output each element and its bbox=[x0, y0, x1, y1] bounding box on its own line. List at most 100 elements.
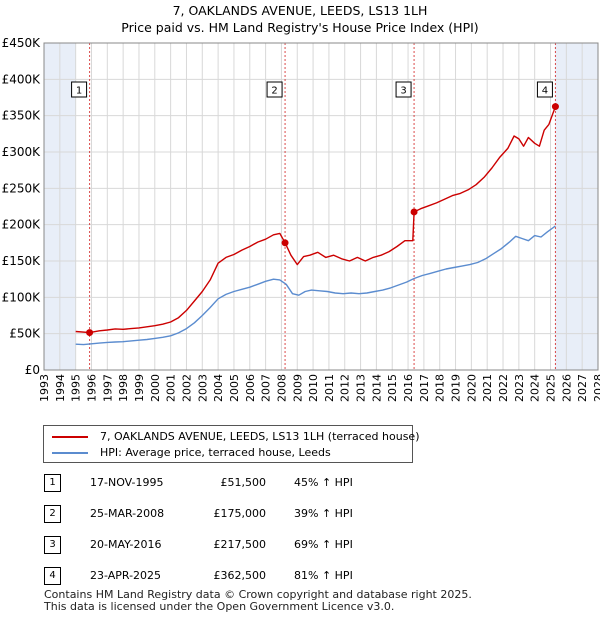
y-axis-tick-labels: £0 £50K £100K £150K £200K £250K £300K £350K £400… bbox=[2, 36, 42, 377]
x-axis-tick-labels: 1993 1994 1995 1996 1997 1998 1999 2000 2001 2002… bbox=[38, 374, 600, 402]
x-tick-label: 1994 bbox=[54, 374, 67, 402]
sale-number-badge: 4 bbox=[44, 567, 61, 585]
sale-point bbox=[551, 103, 559, 111]
legend-label-hpi: HPI: Average price, terraced house, Leed… bbox=[100, 446, 331, 459]
x-tick-label: 2028 bbox=[592, 374, 600, 402]
x-tick-label: 2005 bbox=[228, 374, 241, 402]
sale-date: 20-MAY-2016 bbox=[90, 538, 162, 551]
x-tick-label: 1995 bbox=[70, 374, 83, 402]
x-tick-label: 1993 bbox=[38, 374, 51, 402]
sale-price: £51,500 bbox=[220, 476, 267, 489]
x-tick-label: 2017 bbox=[418, 374, 431, 402]
footer-attribution: Contains HM Land Registry data © Crown c… bbox=[44, 589, 472, 613]
sale-hpi-change: 39% ↑ HPI bbox=[294, 507, 353, 520]
x-tick-label: 2004 bbox=[212, 374, 225, 402]
sale-label-text: 1 bbox=[76, 86, 82, 97]
x-tick-label: 2001 bbox=[165, 374, 178, 402]
grid-lines bbox=[43, 42, 599, 371]
x-tick-label: 2020 bbox=[465, 374, 478, 402]
sale-price: £362,500 bbox=[213, 569, 267, 582]
legend-swatch-hpi bbox=[52, 452, 88, 454]
x-tick-label: 2027 bbox=[576, 374, 589, 402]
table-row: 3 20-MAY-2016 £217,500 69% ↑ HPI bbox=[44, 536, 424, 554]
series-line-property bbox=[75, 106, 557, 334]
x-tick-label: 2008 bbox=[275, 374, 288, 402]
sale-label-text: 2 bbox=[271, 86, 277, 97]
x-tick-label: 2013 bbox=[355, 374, 368, 402]
sale-label-text: 3 bbox=[400, 86, 406, 97]
sale-hpi-change: 81% ↑ HPI bbox=[294, 569, 353, 582]
axes bbox=[43, 42, 599, 371]
x-tick-label: 2014 bbox=[370, 374, 383, 402]
x-tick-label: 2015 bbox=[386, 374, 399, 402]
legend-swatch-property bbox=[52, 436, 88, 438]
y-tick-label: £450K bbox=[2, 36, 42, 50]
footer-licence: This data is licensed under the Open Gov… bbox=[44, 600, 395, 613]
x-tick-label: 2010 bbox=[307, 374, 320, 402]
x-tick-label: 2006 bbox=[244, 374, 257, 402]
series-line-hpi bbox=[75, 225, 556, 346]
x-tick-label: 2011 bbox=[323, 374, 336, 402]
chart-title: 7, OAKLANDS AVENUE, LEEDS, LS13 1LH Pric… bbox=[0, 2, 600, 36]
x-tick-label: 2003 bbox=[196, 374, 209, 402]
table-row: 4 23-APR-2025 £362,500 81% ↑ HPI bbox=[44, 567, 424, 585]
x-tick-label: 2012 bbox=[339, 374, 352, 402]
sale-label-box bbox=[71, 81, 88, 98]
legend-label-property: 7, OAKLANDS AVENUE, LEEDS, LS13 1LH (ter… bbox=[100, 430, 420, 443]
footer-copyright: Contains HM Land Registry data © Crown c… bbox=[44, 588, 472, 601]
x-tick-label: 1998 bbox=[117, 374, 130, 402]
x-tick-label: 2016 bbox=[402, 374, 415, 402]
title-address: 7, OAKLANDS AVENUE, LEEDS, LS13 1LH bbox=[172, 3, 428, 18]
x-tick-label: 2002 bbox=[180, 374, 193, 402]
x-tick-label: 2024 bbox=[529, 374, 542, 402]
x-tick-label: 2023 bbox=[513, 374, 526, 402]
shaded-range bbox=[555, 43, 598, 370]
table-row: 1 17-NOV-1995 £51,500 45% ↑ HPI bbox=[44, 474, 424, 492]
y-tick-label: £300K bbox=[2, 145, 42, 159]
y-tick-label: £350K bbox=[2, 109, 42, 123]
sale-date: 23-APR-2025 bbox=[90, 569, 162, 582]
x-tick-label: 2021 bbox=[481, 374, 494, 402]
sale-date: 17-NOV-1995 bbox=[90, 476, 164, 489]
x-tick-label: 2018 bbox=[434, 374, 447, 402]
y-tick-label: £50K bbox=[9, 327, 41, 341]
plot-background bbox=[44, 43, 598, 370]
sale-number-badge: 2 bbox=[44, 505, 61, 523]
sale-label-box bbox=[266, 81, 283, 98]
series-lines bbox=[75, 106, 557, 346]
x-tick-label: 2007 bbox=[260, 374, 273, 402]
x-tick-label: 2009 bbox=[291, 374, 304, 402]
title-subtitle: Price paid vs. HM Land Registry's House … bbox=[121, 20, 479, 35]
sale-hpi-change: 69% ↑ HPI bbox=[294, 538, 353, 551]
chart-legend: 7, OAKLANDS AVENUE, LEEDS, LS13 1LH (ter… bbox=[43, 425, 420, 463]
y-tick-label: £150K bbox=[2, 254, 42, 268]
sale-marker-lines bbox=[89, 43, 556, 370]
sale-label-text: 4 bbox=[542, 86, 548, 97]
x-tick-label: 2019 bbox=[450, 374, 463, 402]
sale-point bbox=[410, 208, 418, 216]
x-tick-label: 2026 bbox=[560, 374, 573, 402]
plot-frame bbox=[43, 42, 599, 371]
sale-number-badge: 1 bbox=[44, 474, 61, 492]
sale-label-box bbox=[395, 81, 412, 98]
sale-hpi-change: 45% ↑ HPI bbox=[294, 476, 353, 489]
x-tick-label: 2025 bbox=[545, 374, 558, 402]
table-row: 2 25-MAR-2008 £175,000 39% ↑ HPI bbox=[44, 505, 424, 523]
y-tick-label: £200K bbox=[2, 218, 42, 232]
x-tick-label: 2022 bbox=[497, 374, 510, 402]
plot-area bbox=[44, 43, 598, 370]
sale-points bbox=[86, 103, 559, 337]
sale-date: 25-MAR-2008 bbox=[90, 507, 165, 520]
sale-point bbox=[281, 239, 289, 247]
x-tick-label: 2000 bbox=[149, 374, 162, 402]
sale-number-badge: 3 bbox=[44, 536, 61, 554]
y-tick-label: £0 bbox=[25, 363, 40, 377]
y-tick-label: £100K bbox=[2, 290, 42, 304]
price-chart: 1 2 3 4 £0 £50K £100K £150K £200K £250K £300K £350… bbox=[2, 36, 600, 402]
x-tick-label: 1996 bbox=[85, 374, 98, 402]
y-tick-label: £400K bbox=[2, 72, 42, 86]
sale-label-box bbox=[536, 81, 553, 98]
sale-point bbox=[86, 329, 94, 337]
sale-price: £175,000 bbox=[213, 507, 267, 520]
x-tick-label: 1997 bbox=[101, 374, 114, 402]
